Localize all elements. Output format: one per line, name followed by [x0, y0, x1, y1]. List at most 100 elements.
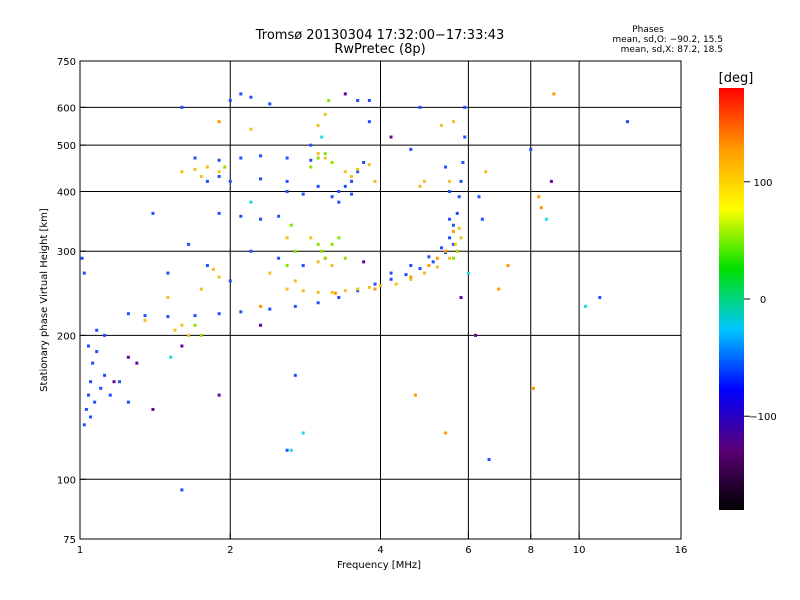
data-point	[99, 386, 103, 390]
data-point	[199, 174, 203, 178]
data-point	[135, 361, 139, 365]
data-point	[350, 192, 354, 196]
data-point	[343, 170, 347, 174]
data-point	[180, 323, 184, 327]
data-point	[394, 282, 398, 286]
data-point	[367, 285, 371, 289]
data-point	[444, 431, 448, 435]
data-point	[173, 328, 177, 332]
chart-text: Tromsø 20130304 17:32:00−17:33:43 RwPret…	[39, 25, 753, 571]
data-point	[87, 393, 91, 397]
y-axis-label: Stationary phase Virtual Height [km]	[39, 208, 50, 392]
data-point	[451, 242, 455, 246]
data-point	[301, 264, 305, 268]
data-point	[409, 277, 413, 281]
data-point	[217, 120, 221, 124]
data-point	[166, 271, 170, 275]
data-point	[356, 287, 360, 291]
data-point	[289, 223, 293, 227]
data-point	[463, 105, 467, 109]
data-point	[350, 174, 354, 178]
data-point	[259, 217, 263, 221]
data-point	[350, 179, 354, 183]
data-point	[301, 431, 305, 435]
data-point	[427, 255, 431, 259]
data-point	[373, 282, 377, 286]
axis-ticks: 1 2 4 6 8 10 16 75 100 200 300 400 500 600 750	[57, 57, 687, 556]
data-point	[285, 287, 289, 291]
data-point	[289, 448, 293, 452]
data-point	[95, 350, 99, 354]
data-point	[448, 189, 452, 193]
data-point	[95, 328, 99, 332]
colorbar-tick-label: 0	[760, 295, 766, 306]
data-point	[217, 275, 221, 279]
data-point	[103, 333, 107, 337]
data-point	[80, 256, 84, 260]
data-point	[293, 279, 297, 283]
data-point	[309, 143, 313, 147]
data-point	[205, 264, 209, 268]
data-point	[126, 355, 130, 359]
colorbar-tick-label: 100	[753, 178, 772, 189]
data-point	[473, 333, 477, 337]
data-point	[108, 393, 112, 397]
data-point	[228, 279, 232, 283]
data-point	[84, 407, 88, 411]
data-point	[259, 154, 263, 158]
data-point	[409, 275, 413, 279]
data-point	[327, 99, 331, 103]
data-point	[316, 156, 320, 160]
data-point	[418, 267, 422, 271]
data-point	[453, 242, 457, 246]
data-point	[323, 152, 327, 156]
data-point	[217, 312, 221, 316]
data-point	[249, 249, 253, 253]
stats-o-line: mean, sd,O: −90.2, 15.5	[612, 35, 723, 45]
data-point	[466, 271, 470, 275]
data-point	[180, 344, 184, 348]
data-point	[409, 264, 413, 268]
data-point	[367, 120, 371, 124]
data-point	[457, 226, 461, 230]
data-point	[409, 147, 413, 151]
data-point	[455, 249, 459, 253]
data-point	[539, 206, 543, 210]
x-tick-label: 10	[573, 545, 586, 556]
y-tick-label: 300	[57, 247, 76, 258]
data-point	[356, 289, 360, 293]
data-point	[293, 304, 297, 308]
data-point	[537, 195, 541, 199]
data-point	[343, 289, 347, 293]
data-point	[239, 92, 243, 96]
data-point	[285, 156, 289, 160]
data-point	[316, 290, 320, 294]
data-point	[457, 195, 461, 199]
data-point	[259, 323, 263, 327]
data-point	[82, 271, 86, 275]
data-point	[330, 160, 334, 164]
data-point	[239, 214, 243, 218]
data-point	[249, 95, 253, 99]
colorbar-label: [deg]	[719, 71, 754, 86]
x-axis-label: Frequency [MHz]	[337, 560, 421, 571]
data-point	[448, 256, 452, 260]
data-point	[418, 184, 422, 188]
data-point	[459, 179, 463, 183]
data-point	[166, 296, 170, 300]
data-point	[330, 242, 334, 246]
data-point	[552, 92, 556, 96]
data-point	[187, 333, 191, 337]
data-points	[80, 92, 629, 492]
data-point	[451, 256, 455, 260]
colorbar-ticks: 100 0 −100	[744, 178, 777, 423]
data-point	[217, 393, 221, 397]
data-point	[323, 156, 327, 160]
x-tick-label: 4	[377, 545, 383, 556]
data-point	[93, 400, 97, 404]
data-point	[330, 290, 334, 294]
data-point	[356, 167, 360, 171]
data-point	[180, 170, 184, 174]
data-point	[320, 135, 324, 139]
